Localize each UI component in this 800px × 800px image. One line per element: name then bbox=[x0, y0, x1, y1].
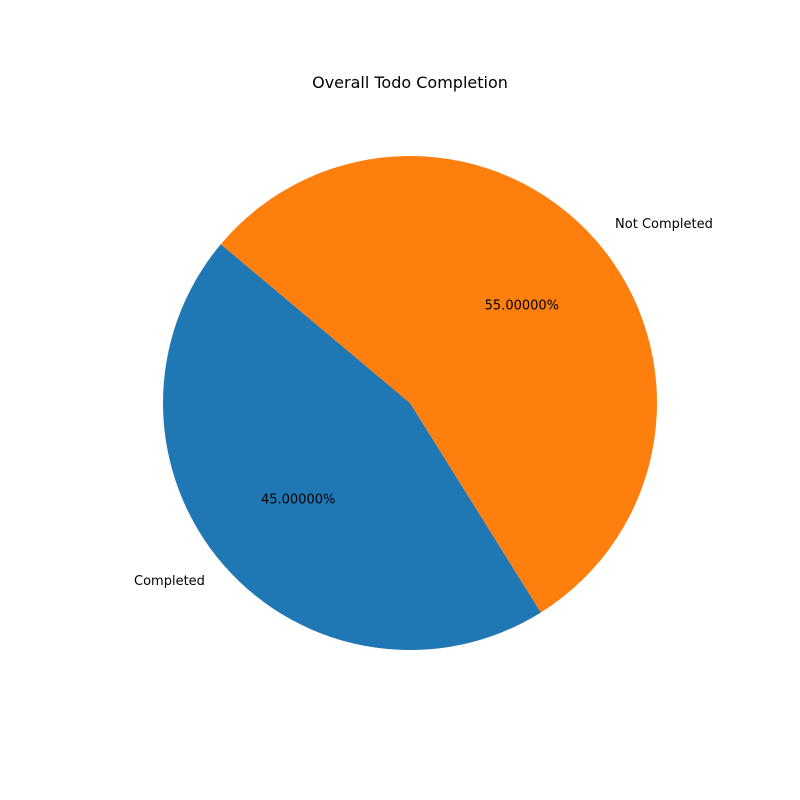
slice-label-completed: Completed bbox=[134, 574, 205, 589]
pie-slice-not-completed bbox=[220, 156, 657, 613]
slices-layer bbox=[162, 156, 657, 651]
chart-title: Overall Todo Completion bbox=[312, 73, 508, 92]
pie-slice-completed bbox=[162, 244, 541, 651]
slice-percent-not-completed: 55.00000% bbox=[485, 298, 559, 313]
slice-percent-completed: 45.00000% bbox=[261, 493, 335, 508]
labels-layer: Completed 45.00000% Not Completed 55.00000% bbox=[134, 217, 713, 589]
slice-label-not-completed: Not Completed bbox=[615, 217, 713, 232]
